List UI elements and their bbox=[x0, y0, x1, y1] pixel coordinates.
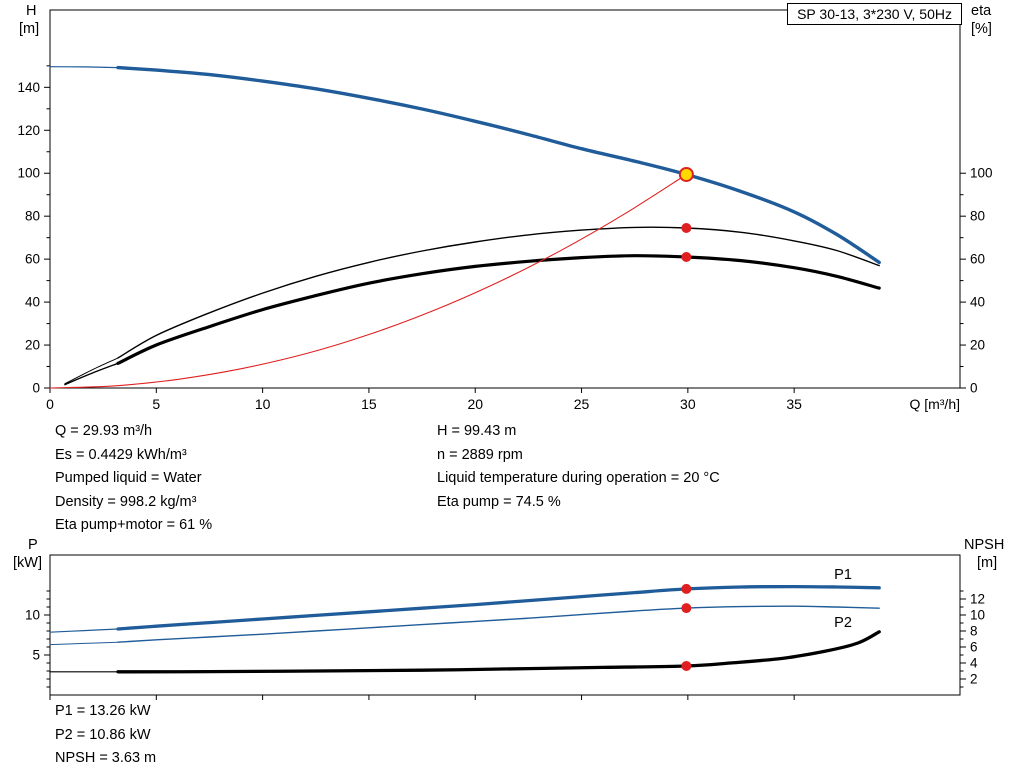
results-block: P1 = 13.26 kW P2 = 10.86 kW NPSH = 3.63 … bbox=[55, 700, 156, 771]
x-tick-label: 5 bbox=[152, 396, 160, 412]
y-axis-title-head: H bbox=[26, 3, 37, 19]
tick-label-right: 60 bbox=[970, 252, 985, 267]
tick-label-right: 8 bbox=[970, 624, 978, 639]
p2-curve-thin bbox=[49, 641, 119, 646]
result-p1: P1 = 13.26 kW bbox=[55, 703, 151, 719]
curve-label-P1: P1 bbox=[834, 567, 852, 583]
tick-label-left: 100 bbox=[17, 166, 40, 181]
duty-point-eta-pump bbox=[681, 222, 692, 233]
x-tick-label: 15 bbox=[361, 396, 377, 412]
info-temp: Liquid temperature during operation = 20… bbox=[437, 470, 720, 486]
tick-label-right: 10 bbox=[970, 608, 985, 623]
duty-point-p2 bbox=[681, 603, 692, 614]
chart-hq-eta: 0 20 40 60 80 100 120 140 0 20 40 60 80 100 0 5 10 15 20 25… bbox=[17, 9, 993, 412]
result-p2: P2 = 10.86 kW bbox=[55, 726, 151, 743]
tick-label-left: 10 bbox=[25, 608, 40, 623]
x-axis-title: Q [m³/h] bbox=[909, 396, 960, 412]
y-axis-unit-npsh: [m] bbox=[977, 555, 998, 571]
info-head: H = 99.43 m bbox=[437, 423, 517, 439]
plot-border bbox=[49, 9, 961, 389]
info-eta-pump: Eta pump = 74.5 % bbox=[437, 493, 561, 510]
duty-point-head bbox=[678, 166, 694, 182]
x-tick-label: 25 bbox=[574, 396, 590, 412]
tick-label-right: 6 bbox=[970, 640, 978, 655]
p2-curve bbox=[117, 605, 880, 643]
operating-data-column-1: Q = 29.93 m³/h Es = 0.4429 kWh/m³ Pumped… bbox=[55, 420, 212, 538]
y-axis-title-efficiency: eta bbox=[971, 3, 992, 19]
p1-curve-thin bbox=[49, 628, 119, 633]
x-tick-label: 35 bbox=[786, 396, 802, 412]
result-npsh: NPSH = 3.63 m bbox=[55, 750, 157, 766]
duty-point-eta-total bbox=[681, 251, 692, 262]
eta-pump-curve-thin bbox=[64, 357, 119, 385]
curve-label-P2: P2 bbox=[834, 615, 852, 631]
tick-label-right: 4 bbox=[970, 656, 978, 671]
x-tick-label: 10 bbox=[255, 396, 271, 412]
info-liquid: Pumped liquid = Water bbox=[55, 470, 202, 486]
tick-label-right: 80 bbox=[970, 209, 985, 224]
y-axis-unit-efficiency: [%] bbox=[971, 21, 992, 37]
p1-curve bbox=[116, 584, 881, 631]
tick-label-left: 60 bbox=[25, 252, 40, 267]
y-axis-unit-head: [m] bbox=[19, 21, 40, 37]
tick-label-right: 2 bbox=[970, 672, 978, 687]
info-es: Es = 0.4429 kWh/m³ bbox=[55, 446, 187, 463]
info-eta-total: Eta pump+motor = 61 % bbox=[55, 517, 213, 533]
duty-point-npsh bbox=[681, 660, 692, 671]
tick-label-right: 0 bbox=[970, 381, 978, 396]
tick-label-left: 0 bbox=[32, 381, 40, 396]
tick-label-right: 12 bbox=[970, 592, 985, 607]
y-axis-title-power: P bbox=[28, 537, 38, 553]
tick-label-right: 40 bbox=[970, 295, 985, 310]
info-flow: Q = 29.93 m³/h bbox=[55, 423, 153, 439]
pump-title-box: SP 30-13, 3*230 V, 50Hz bbox=[787, 3, 962, 25]
info-density: Density = 998.2 kg/m³ bbox=[55, 493, 197, 510]
system-curve bbox=[49, 173, 687, 389]
duty-point-p1 bbox=[681, 583, 692, 594]
tick-label-left: 20 bbox=[25, 338, 40, 353]
tick-label-right: 100 bbox=[970, 166, 993, 181]
tick-label-left: 120 bbox=[17, 123, 40, 138]
tick-label-left: 80 bbox=[25, 209, 40, 224]
y-axis-unit-power: [kW] bbox=[13, 555, 42, 571]
x-tick-label: 30 bbox=[680, 396, 696, 412]
tick-label-left: 5 bbox=[32, 648, 40, 663]
y-axis-title-npsh: NPSH bbox=[964, 537, 1005, 553]
tick-label-right: 20 bbox=[970, 338, 985, 353]
info-speed: n = 2889 rpm bbox=[437, 446, 523, 463]
x-tick-label: 0 bbox=[46, 396, 54, 412]
x-tick-label: 20 bbox=[467, 396, 483, 412]
npsh-curve bbox=[116, 630, 881, 674]
tick-label-left: 140 bbox=[17, 80, 40, 95]
head-curve-thin bbox=[49, 66, 119, 69]
eta-pump-curve bbox=[117, 226, 880, 359]
plot-border bbox=[49, 554, 961, 696]
eta-pump-motor-curve bbox=[116, 254, 881, 365]
operating-data-column-2: H = 99.43 m n = 2889 rpm Liquid temperat… bbox=[437, 420, 720, 514]
eta-pump-motor-curve-thin bbox=[64, 362, 119, 386]
tick-label-left: 40 bbox=[25, 295, 40, 310]
head-curve bbox=[116, 65, 881, 265]
